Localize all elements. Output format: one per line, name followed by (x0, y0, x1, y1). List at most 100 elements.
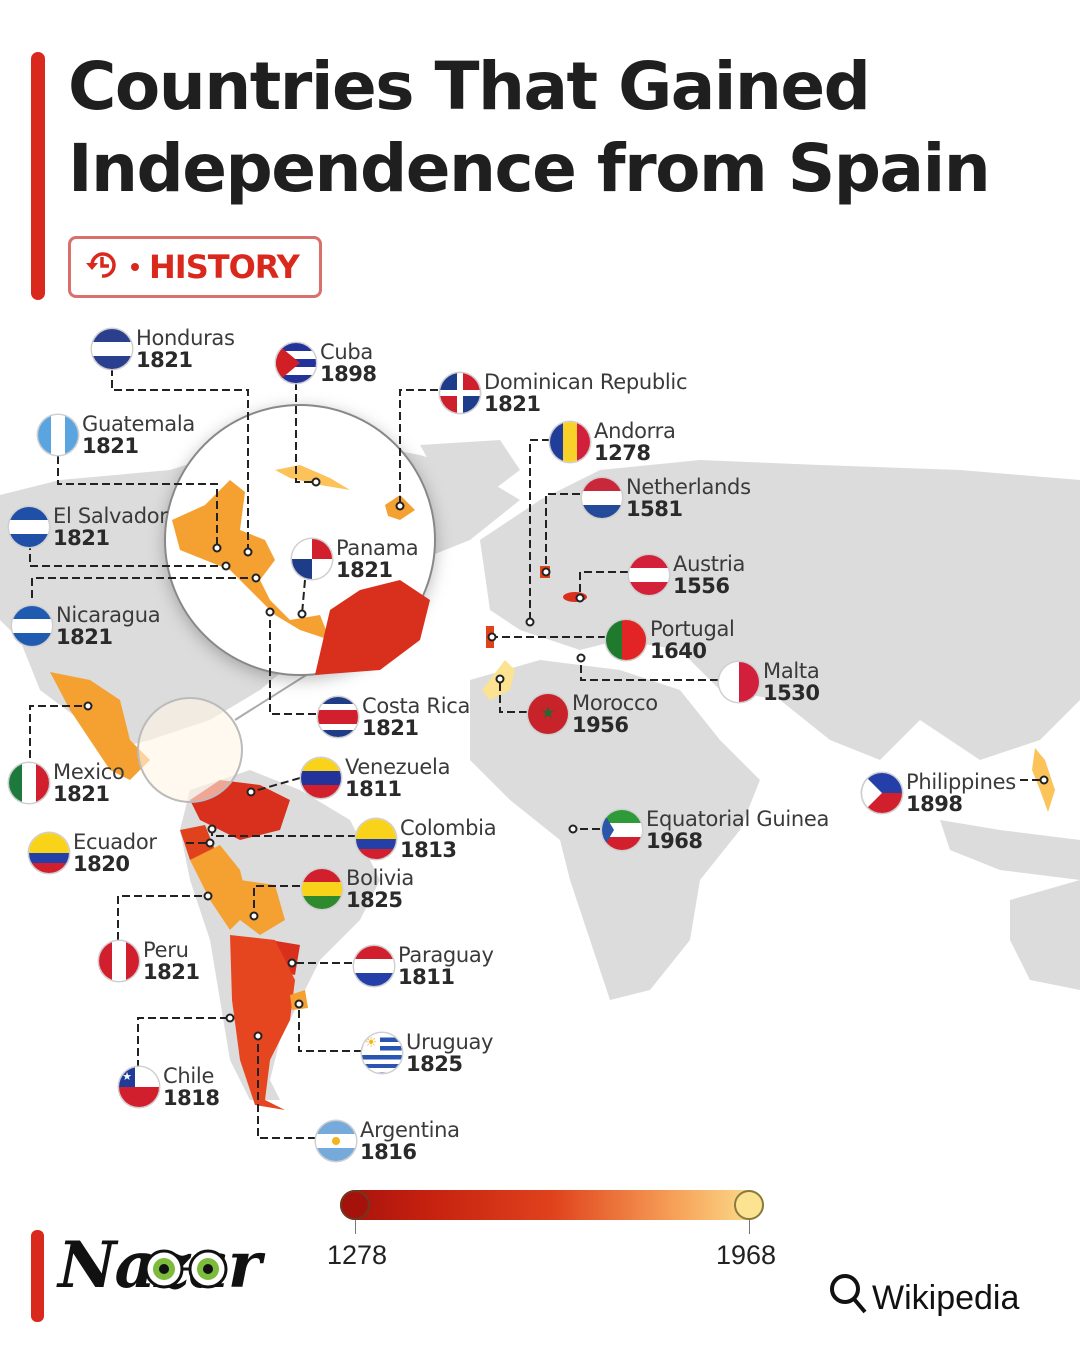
philippines-flag-icon (862, 773, 902, 813)
nicaragua-flag-icon (12, 606, 52, 646)
country-year: 1816 (360, 1140, 417, 1164)
label-peru: Peru 1821 (99, 938, 200, 983)
label-colombia: Colombia 1813 (356, 816, 497, 862)
country-name: Costa Rica (362, 694, 471, 718)
label-venezuela: Venezuela 1811 (301, 756, 450, 800)
label-uruguay: ☀ Uruguay 1825 (362, 1031, 493, 1075)
label-netherlands: Netherlands 1581 (582, 476, 751, 520)
country-year: 1825 (406, 1052, 463, 1076)
source-label: Wikipedia (872, 1279, 1020, 1317)
country-name: Austria (673, 552, 746, 576)
cuba-flag-icon (276, 343, 316, 383)
label-cuba: Cuba 1898 (276, 341, 377, 386)
label-equatorial-guinea: Equatorial Guinea 1968 (602, 808, 829, 852)
netherlands-flag-icon (582, 478, 622, 518)
label-guatemala: Guatemala 1821 (38, 413, 195, 457)
country-year: 1821 (484, 392, 541, 416)
label-mexico: Mexico 1821 (9, 761, 125, 805)
color-scale-bar (340, 1190, 764, 1220)
country-name: Mexico (53, 760, 125, 784)
country-name: Uruguay (406, 1030, 494, 1054)
country-name: Chile (163, 1064, 215, 1088)
country-year: 1821 (82, 434, 139, 458)
scale-max-label: 1968 (716, 1240, 777, 1270)
country-name: Colombia (400, 816, 497, 840)
country-name: Philippines (906, 770, 1016, 794)
equatorial-guinea-flag-icon (602, 810, 642, 850)
bolivia-flag-icon (302, 869, 342, 909)
country-year: 1821 (53, 782, 110, 806)
title-accent-bar (31, 52, 45, 300)
country-name: Portugal (650, 617, 735, 641)
dominican-republic-flag-icon (440, 373, 480, 413)
label-portugal: Portugal 1640 (606, 618, 735, 662)
country-name: Guatemala (82, 412, 195, 436)
colombia-flag-icon (356, 819, 396, 859)
label-nicaragua: Nicaragua 1821 (12, 604, 161, 649)
mexico-flag-icon (9, 763, 49, 803)
country-name: Argentina (360, 1118, 460, 1142)
paraguay-flag-icon (354, 946, 394, 986)
title-line-2: Independence from Spain (68, 130, 991, 207)
morocco-flag-icon: ★ (528, 694, 568, 734)
category-badge: HISTORY (68, 236, 322, 298)
label-costa-rica: Costa Rica 1821 (318, 695, 470, 739)
country-year: 1825 (346, 888, 403, 912)
country-year: 1820 (73, 852, 130, 876)
search-icon (828, 1272, 868, 1325)
country-name: Morocco (572, 691, 658, 715)
country-name: Panama (336, 536, 419, 560)
country-year: 1821 (53, 526, 110, 550)
scale-min-label: 1278 (327, 1240, 388, 1270)
country-name: Netherlands (626, 475, 751, 499)
chile-flag-icon: ★ (119, 1067, 159, 1107)
country-year: 1968 (646, 829, 703, 853)
scale-max-tick (749, 1220, 750, 1234)
country-year: 1818 (163, 1086, 220, 1110)
panama-flag-icon (292, 539, 332, 579)
peru-flag-icon (99, 941, 139, 981)
page-title: Countries That Gained Independence from … (68, 46, 1068, 210)
costa-rica-flag-icon (318, 697, 358, 737)
label-argentina: Argentina 1816 (316, 1119, 460, 1163)
country-year: 1821 (362, 716, 419, 740)
badge-label: HISTORY (149, 248, 300, 286)
country-name: Ecuador (73, 830, 157, 854)
label-morocco: ★ Morocco 1956 (528, 692, 658, 736)
country-year: 1898 (320, 362, 377, 386)
badge-dot (131, 263, 139, 271)
country-year: 1821 (56, 625, 113, 649)
country-name: El Salvador (53, 504, 168, 528)
country-year: 1530 (763, 681, 820, 705)
scale-max-marker (734, 1190, 764, 1220)
country-year: 1556 (673, 574, 730, 598)
country-name: Honduras (136, 326, 235, 350)
country-name: Malta (763, 659, 820, 683)
title-line-1: Countries That Gained (68, 48, 871, 125)
label-honduras: Honduras 1821 (92, 327, 235, 371)
country-year: 1640 (650, 639, 707, 663)
country-name: Peru (143, 938, 189, 962)
argentina-flag-icon (316, 1121, 356, 1161)
nazar-logo: Nazar (58, 1228, 261, 1303)
country-year: 1811 (398, 965, 455, 989)
country-year: 1278 (594, 441, 651, 465)
scale-min-marker (340, 1190, 370, 1220)
label-paraguay: Paraguay 1811 (354, 944, 494, 988)
country-name: Andorra (594, 419, 676, 443)
label-chile: ★ Chile 1818 (119, 1064, 220, 1110)
austria-flag-icon (629, 555, 669, 595)
label-austria: Austria 1556 (629, 553, 745, 597)
el-salvador-flag-icon (9, 507, 49, 547)
andorra-flag-icon (550, 422, 590, 462)
country-year: 1581 (626, 497, 683, 521)
malta-flag-icon (719, 662, 759, 702)
venezuela-flag-icon (301, 758, 341, 798)
history-icon (83, 246, 121, 289)
label-malta: Malta 1530 (719, 659, 820, 705)
uruguay-flag-icon: ☀ (362, 1033, 402, 1073)
country-year: 1811 (345, 777, 402, 801)
country-name: Dominican Republic (484, 370, 688, 394)
label-el-salvador: El Salvador 1821 (9, 505, 168, 549)
country-year: 1813 (400, 838, 457, 862)
